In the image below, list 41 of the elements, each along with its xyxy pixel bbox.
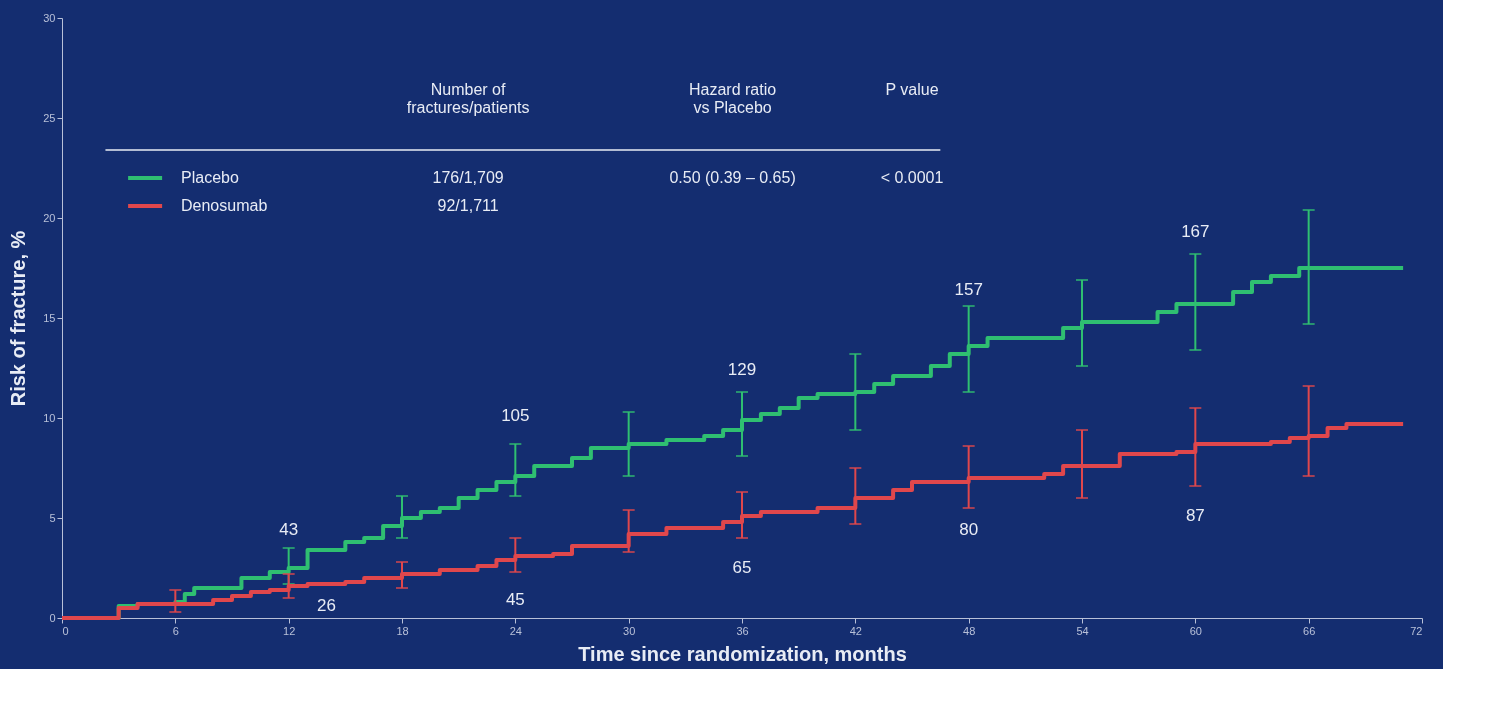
- x-tick-label: 54: [1076, 624, 1089, 637]
- x-tick-label: 12: [283, 624, 296, 637]
- annotation: 176/1,709: [432, 169, 504, 186]
- y-tick-label: 15: [43, 311, 56, 324]
- annotation: 0.50 (0.39 – 0.65): [669, 169, 796, 186]
- legend-label: Denosumab: [181, 197, 268, 214]
- x-tick-label: 18: [396, 624, 409, 637]
- x-tick-label: 36: [736, 624, 749, 637]
- x-tick-label: 66: [1303, 624, 1316, 637]
- annotation: P value: [885, 81, 939, 98]
- annotation: Hazard ratio vs Placebo: [688, 81, 777, 116]
- annotation: 80: [959, 520, 979, 539]
- annotation: Number of fractures/patients: [406, 81, 530, 116]
- x-tick-label: 30: [623, 624, 636, 637]
- x-tick-label: 72: [1410, 624, 1423, 637]
- y-axis-title: Risk of fracture, %: [7, 230, 30, 407]
- y-tick-label: 20: [43, 211, 56, 224]
- y-tick-label: 10: [43, 411, 56, 424]
- annotation: 45: [505, 590, 525, 609]
- y-tick-label: 25: [43, 111, 56, 124]
- y-tick-label: 30: [43, 11, 56, 24]
- x-tick-label: 6: [172, 624, 179, 637]
- y-tick-label: 0: [49, 611, 56, 624]
- x-tick-label: 42: [849, 624, 862, 637]
- annotation: < 0.0001: [880, 169, 944, 186]
- annotation: 87: [1185, 506, 1205, 525]
- x-axis-title: Time since randomization, months: [578, 642, 907, 665]
- annotation: 129: [727, 360, 757, 379]
- annotation: 105: [501, 406, 530, 425]
- annotation: 26: [316, 596, 336, 615]
- x-tick-label: 24: [509, 624, 522, 637]
- annotation: 157: [954, 280, 983, 299]
- annotation: 92/1,711: [437, 197, 499, 214]
- x-tick-label: 48: [963, 624, 976, 637]
- legend-label: Placebo: [181, 169, 239, 186]
- x-tick-label: 60: [1189, 624, 1202, 637]
- x-tick-label: 0: [62, 624, 69, 637]
- annotation: 43: [279, 520, 299, 539]
- y-tick-label: 5: [49, 511, 56, 524]
- annotation: 167: [1181, 222, 1210, 241]
- annotation: 65: [732, 558, 752, 577]
